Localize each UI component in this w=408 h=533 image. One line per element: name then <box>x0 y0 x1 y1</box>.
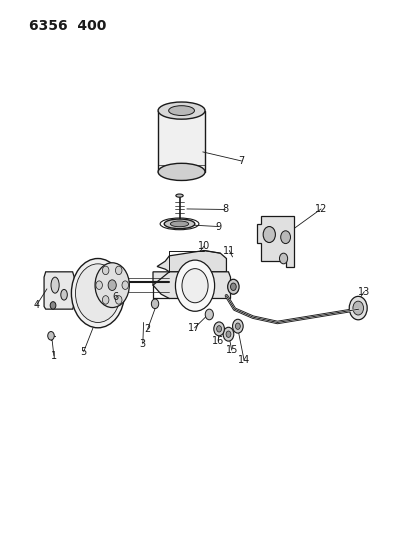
Text: 4: 4 <box>33 300 40 310</box>
Polygon shape <box>153 272 231 298</box>
Text: 11: 11 <box>223 246 235 255</box>
Circle shape <box>50 302 56 309</box>
Polygon shape <box>257 216 294 266</box>
Ellipse shape <box>122 281 129 289</box>
Circle shape <box>349 296 367 320</box>
Circle shape <box>235 323 240 329</box>
Text: 10: 10 <box>198 241 210 251</box>
Circle shape <box>182 269 208 303</box>
Circle shape <box>175 260 215 311</box>
Circle shape <box>108 280 116 290</box>
Circle shape <box>214 322 224 336</box>
Ellipse shape <box>51 277 59 293</box>
Text: 3: 3 <box>140 339 146 349</box>
Polygon shape <box>44 272 74 309</box>
Ellipse shape <box>102 266 109 274</box>
Text: 7: 7 <box>238 156 245 166</box>
Circle shape <box>233 319 243 333</box>
Ellipse shape <box>158 102 205 119</box>
Ellipse shape <box>96 281 102 289</box>
Circle shape <box>279 253 288 264</box>
Circle shape <box>71 259 124 328</box>
Polygon shape <box>158 111 205 172</box>
Ellipse shape <box>171 221 189 227</box>
Circle shape <box>217 326 222 332</box>
Circle shape <box>231 283 236 290</box>
Text: 13: 13 <box>358 287 370 296</box>
Circle shape <box>205 309 213 320</box>
Circle shape <box>48 332 54 340</box>
Ellipse shape <box>61 289 67 300</box>
Text: 15: 15 <box>226 345 238 355</box>
Circle shape <box>226 331 231 337</box>
Text: 1: 1 <box>51 351 57 360</box>
Text: 14: 14 <box>238 355 250 365</box>
Text: 6356  400: 6356 400 <box>29 19 106 33</box>
Ellipse shape <box>115 296 122 304</box>
Text: 5: 5 <box>80 347 87 357</box>
Ellipse shape <box>102 296 109 304</box>
Circle shape <box>228 279 239 294</box>
Text: 8: 8 <box>222 205 228 214</box>
Circle shape <box>75 264 120 322</box>
Ellipse shape <box>176 194 183 197</box>
Circle shape <box>263 227 275 243</box>
Circle shape <box>281 231 290 244</box>
Polygon shape <box>157 251 226 272</box>
Text: 16: 16 <box>212 336 224 346</box>
Circle shape <box>223 327 234 341</box>
Text: 2: 2 <box>144 324 151 334</box>
Ellipse shape <box>115 266 122 274</box>
Text: 12: 12 <box>315 204 327 214</box>
Text: 17: 17 <box>188 323 201 333</box>
Text: 9: 9 <box>215 222 222 231</box>
Ellipse shape <box>164 219 195 229</box>
Circle shape <box>151 299 159 309</box>
Circle shape <box>353 301 364 315</box>
Circle shape <box>95 263 129 308</box>
Text: 6: 6 <box>112 293 119 302</box>
Ellipse shape <box>158 163 205 181</box>
Ellipse shape <box>169 106 195 116</box>
